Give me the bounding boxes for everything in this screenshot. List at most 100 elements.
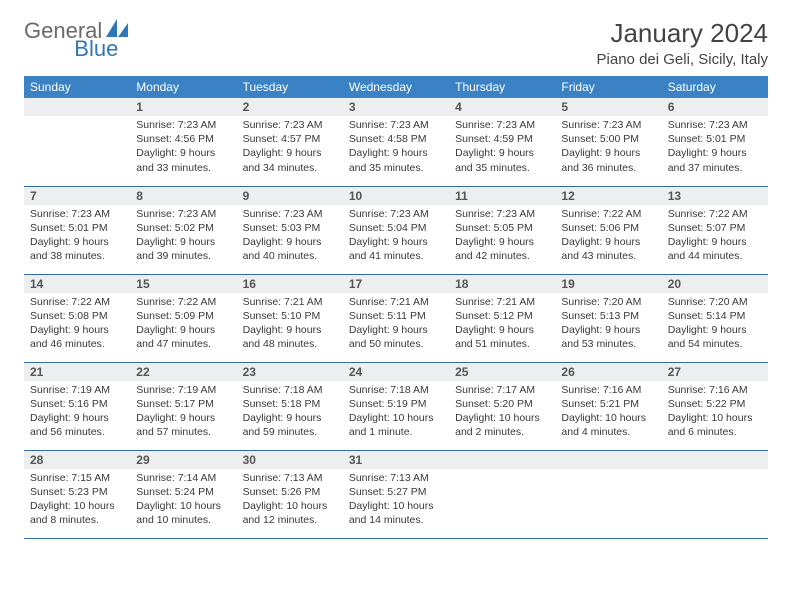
sunset-text: Sunset: 5:09 PM (136, 309, 230, 323)
sunrise-text: Sunrise: 7:20 AM (561, 295, 655, 309)
day-detail: Sunrise: 7:22 AMSunset: 5:06 PMDaylight:… (555, 205, 661, 268)
daylight-text-2: and 12 minutes. (243, 513, 337, 527)
day-number: 24 (343, 363, 449, 381)
calendar-cell: 11Sunrise: 7:23 AMSunset: 5:05 PMDayligh… (449, 186, 555, 274)
sunrise-text: Sunrise: 7:23 AM (455, 118, 549, 132)
page: General Blue January 2024 Piano dei Geli… (0, 0, 792, 549)
dayname-header: Tuesday (237, 76, 343, 98)
day-number: 10 (343, 187, 449, 205)
calendar-cell: 4 Sunrise: 7:23 AMSunset: 4:59 PMDaylight… (449, 98, 555, 186)
daylight-text-1: Daylight: 9 hours (243, 235, 337, 249)
day-detail: Sunrise: 7:23 AMSunset: 4:56 PMDaylight:… (130, 116, 236, 179)
brand-logo: General Blue (24, 18, 152, 44)
daylight-text-1: Daylight: 10 hours (349, 411, 443, 425)
day-detail (24, 116, 130, 122)
sunrise-text: Sunrise: 7:13 AM (349, 471, 443, 485)
calendar-cell: 30Sunrise: 7:13 AMSunset: 5:26 PMDayligh… (237, 450, 343, 538)
sunset-text: Sunset: 4:59 PM (455, 132, 549, 146)
sunset-text: Sunset: 5:12 PM (455, 309, 549, 323)
day-number: 13 (662, 187, 768, 205)
daylight-text-2: and 50 minutes. (349, 337, 443, 351)
sunrise-text: Sunrise: 7:13 AM (243, 471, 337, 485)
daylight-text-2: and 48 minutes. (243, 337, 337, 351)
sunrise-text: Sunrise: 7:23 AM (455, 207, 549, 221)
daylight-text-2: and 47 minutes. (136, 337, 230, 351)
daylight-text-2: and 38 minutes. (30, 249, 124, 263)
sunset-text: Sunset: 5:03 PM (243, 221, 337, 235)
day-detail: Sunrise: 7:19 AMSunset: 5:17 PMDaylight:… (130, 381, 236, 444)
dayname-header: Wednesday (343, 76, 449, 98)
day-number: 12 (555, 187, 661, 205)
calendar-cell: 14Sunrise: 7:22 AMSunset: 5:08 PMDayligh… (24, 274, 130, 362)
daylight-text-1: Daylight: 10 hours (668, 411, 762, 425)
calendar-week-row: 21Sunrise: 7:19 AMSunset: 5:16 PMDayligh… (24, 362, 768, 450)
calendar-week-row: 14Sunrise: 7:22 AMSunset: 5:08 PMDayligh… (24, 274, 768, 362)
daylight-text-1: Daylight: 9 hours (561, 323, 655, 337)
daylight-text-2: and 6 minutes. (668, 425, 762, 439)
day-number: 4 (449, 98, 555, 116)
daylight-text-1: Daylight: 9 hours (30, 323, 124, 337)
day-detail: Sunrise: 7:22 AMSunset: 5:08 PMDaylight:… (24, 293, 130, 356)
calendar-cell: 15Sunrise: 7:22 AMSunset: 5:09 PMDayligh… (130, 274, 236, 362)
calendar-week-row: 7Sunrise: 7:23 AMSunset: 5:01 PMDaylight… (24, 186, 768, 274)
daylight-text-2: and 56 minutes. (30, 425, 124, 439)
daylight-text-2: and 51 minutes. (455, 337, 549, 351)
calendar-week-row: 1Sunrise: 7:23 AMSunset: 4:56 PMDaylight… (24, 98, 768, 186)
sunset-text: Sunset: 5:16 PM (30, 397, 124, 411)
daylight-text-2: and 35 minutes. (455, 161, 549, 175)
sunset-text: Sunset: 4:56 PM (136, 132, 230, 146)
day-detail: Sunrise: 7:23 AMSunset: 5:02 PMDaylight:… (130, 205, 236, 268)
sunset-text: Sunset: 5:07 PM (668, 221, 762, 235)
day-detail: Sunrise: 7:19 AMSunset: 5:16 PMDaylight:… (24, 381, 130, 444)
sunrise-text: Sunrise: 7:19 AM (30, 383, 124, 397)
location-subtitle: Piano dei Geli, Sicily, Italy (597, 51, 768, 68)
day-detail: Sunrise: 7:15 AMSunset: 5:23 PMDaylight:… (24, 469, 130, 532)
day-detail: Sunrise: 7:23 AMSunset: 5:04 PMDaylight:… (343, 205, 449, 268)
sunrise-text: Sunrise: 7:22 AM (136, 295, 230, 309)
sunrise-text: Sunrise: 7:20 AM (668, 295, 762, 309)
day-number: 21 (24, 363, 130, 381)
daylight-text-1: Daylight: 9 hours (668, 323, 762, 337)
day-number: 11 (449, 187, 555, 205)
daylight-text-2: and 1 minute. (349, 425, 443, 439)
day-detail: Sunrise: 7:21 AMSunset: 5:10 PMDaylight:… (237, 293, 343, 356)
sunset-text: Sunset: 5:27 PM (349, 485, 443, 499)
daylight-text-1: Daylight: 9 hours (30, 235, 124, 249)
calendar-cell: 8Sunrise: 7:23 AMSunset: 5:02 PMDaylight… (130, 186, 236, 274)
dayname-header: Friday (555, 76, 661, 98)
sunset-text: Sunset: 5:00 PM (561, 132, 655, 146)
sunrise-text: Sunrise: 7:23 AM (668, 118, 762, 132)
daylight-text-1: Daylight: 9 hours (136, 411, 230, 425)
daylight-text-1: Daylight: 9 hours (349, 323, 443, 337)
sunrise-text: Sunrise: 7:23 AM (243, 118, 337, 132)
day-number: 30 (237, 451, 343, 469)
daylight-text-1: Daylight: 10 hours (455, 411, 549, 425)
dayname-header: Monday (130, 76, 236, 98)
top-bar: General Blue January 2024 Piano dei Geli… (24, 18, 768, 68)
day-number (449, 451, 555, 469)
day-number (24, 98, 130, 116)
calendar-cell: 13Sunrise: 7:22 AMSunset: 5:07 PMDayligh… (662, 186, 768, 274)
daylight-text-1: Daylight: 9 hours (136, 235, 230, 249)
calendar-cell: 24Sunrise: 7:18 AMSunset: 5:19 PMDayligh… (343, 362, 449, 450)
sunset-text: Sunset: 5:04 PM (349, 221, 443, 235)
calendar-cell: 6Sunrise: 7:23 AMSunset: 5:01 PMDaylight… (662, 98, 768, 186)
daylight-text-1: Daylight: 10 hours (349, 499, 443, 513)
day-number: 2 (237, 98, 343, 116)
calendar-cell: 3Sunrise: 7:23 AMSunset: 4:58 PMDaylight… (343, 98, 449, 186)
sunset-text: Sunset: 5:21 PM (561, 397, 655, 411)
daylight-text-1: Daylight: 9 hours (349, 235, 443, 249)
daylight-text-1: Daylight: 9 hours (668, 146, 762, 160)
daylight-text-1: Daylight: 10 hours (30, 499, 124, 513)
dayname-header: Sunday (24, 76, 130, 98)
sunset-text: Sunset: 5:18 PM (243, 397, 337, 411)
sunrise-text: Sunrise: 7:14 AM (136, 471, 230, 485)
calendar-cell: 28Sunrise: 7:15 AMSunset: 5:23 PMDayligh… (24, 450, 130, 538)
day-detail: Sunrise: 7:13 AMSunset: 5:26 PMDaylight:… (237, 469, 343, 532)
sunrise-text: Sunrise: 7:22 AM (30, 295, 124, 309)
day-number: 14 (24, 275, 130, 293)
day-number (662, 451, 768, 469)
sunrise-text: Sunrise: 7:16 AM (668, 383, 762, 397)
day-number: 29 (130, 451, 236, 469)
daylight-text-1: Daylight: 9 hours (455, 146, 549, 160)
